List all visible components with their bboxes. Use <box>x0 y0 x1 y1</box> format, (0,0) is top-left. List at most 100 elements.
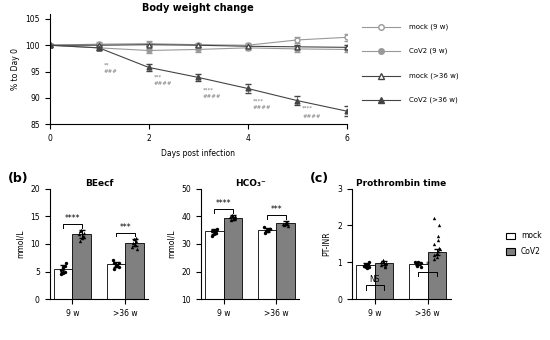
Text: (b): (b) <box>8 172 29 185</box>
Point <box>378 258 387 263</box>
Point <box>260 224 268 230</box>
Point <box>130 242 139 248</box>
Point <box>434 223 443 228</box>
Point <box>227 213 236 218</box>
Point <box>76 227 85 233</box>
Point <box>130 237 139 242</box>
Point <box>282 221 291 227</box>
Title: BEecf: BEecf <box>85 179 113 188</box>
Text: mock (9 w): mock (9 w) <box>409 24 448 30</box>
Text: CoV2 (9 w): CoV2 (9 w) <box>409 48 447 54</box>
Point <box>281 220 290 225</box>
Point <box>417 264 426 269</box>
Bar <box>428 252 446 299</box>
Point <box>79 233 87 238</box>
Point <box>263 229 272 234</box>
Point <box>128 240 137 245</box>
Point <box>60 269 69 274</box>
Y-axis label: mmol/L: mmol/L <box>15 230 25 258</box>
Point <box>128 244 136 249</box>
Point <box>430 241 438 246</box>
Point <box>79 230 88 236</box>
Point <box>207 233 216 238</box>
Point <box>62 260 70 266</box>
Point <box>211 227 220 233</box>
Point <box>382 260 390 266</box>
Point <box>432 254 441 259</box>
Point <box>412 263 421 269</box>
Text: CoV2 (>36 w): CoV2 (>36 w) <box>409 97 458 103</box>
Point <box>227 218 236 223</box>
Bar <box>375 263 393 299</box>
Point <box>56 272 65 277</box>
Point <box>381 263 389 269</box>
Point <box>430 215 438 221</box>
Text: ****: **** <box>252 98 263 103</box>
Point <box>363 261 372 267</box>
Point <box>210 232 219 237</box>
Point <box>110 260 119 266</box>
Point <box>281 220 290 226</box>
Text: ####: #### <box>153 81 172 86</box>
Point <box>114 260 123 266</box>
Point <box>228 212 236 218</box>
Bar <box>205 232 224 327</box>
Text: NS: NS <box>370 275 380 284</box>
Text: *: * <box>426 261 430 270</box>
Point <box>434 237 443 243</box>
Text: ***: *** <box>153 74 162 79</box>
Point <box>78 236 86 241</box>
Title: Prothrombin time: Prothrombin time <box>356 179 447 188</box>
Point <box>76 228 85 234</box>
Point <box>231 216 240 221</box>
Text: ***: *** <box>271 205 282 214</box>
Point <box>364 259 373 265</box>
Point <box>430 252 438 258</box>
Point <box>58 266 67 271</box>
Point <box>377 262 386 268</box>
Point <box>262 227 271 233</box>
Point <box>230 215 239 220</box>
Bar <box>54 269 73 299</box>
Point <box>75 231 84 237</box>
Bar <box>356 265 375 299</box>
Point <box>433 249 442 254</box>
Point <box>59 265 68 270</box>
Point <box>59 270 68 275</box>
Point <box>284 223 293 228</box>
Text: ****: **** <box>216 199 232 208</box>
Text: ####: #### <box>252 105 271 110</box>
Legend: mock, CoV2: mock, CoV2 <box>503 228 544 259</box>
Text: ###: ### <box>104 69 118 73</box>
Text: (c): (c) <box>310 172 329 185</box>
Point <box>111 263 120 269</box>
Bar <box>224 218 242 327</box>
Title: Body weight change: Body weight change <box>142 3 254 13</box>
Point <box>112 262 121 268</box>
Point <box>417 260 426 266</box>
Point <box>226 214 234 219</box>
Point <box>230 214 239 219</box>
Text: ####: #### <box>203 94 222 99</box>
Point <box>109 258 118 263</box>
Point <box>279 222 288 227</box>
Point <box>360 263 368 269</box>
Point <box>263 227 272 233</box>
Point <box>363 265 372 271</box>
Point <box>413 261 422 267</box>
Point <box>210 230 219 236</box>
Bar <box>73 234 91 299</box>
Bar <box>409 264 428 299</box>
Text: mock (>36 w): mock (>36 w) <box>409 72 459 79</box>
Point <box>413 259 422 264</box>
Point <box>363 262 372 268</box>
Text: ####: #### <box>302 114 321 119</box>
Point <box>114 265 123 270</box>
Point <box>80 235 89 240</box>
Point <box>261 228 270 233</box>
Point <box>381 264 389 269</box>
Point <box>362 265 371 270</box>
Point <box>411 259 420 265</box>
Point <box>379 259 388 264</box>
Bar <box>277 223 295 327</box>
